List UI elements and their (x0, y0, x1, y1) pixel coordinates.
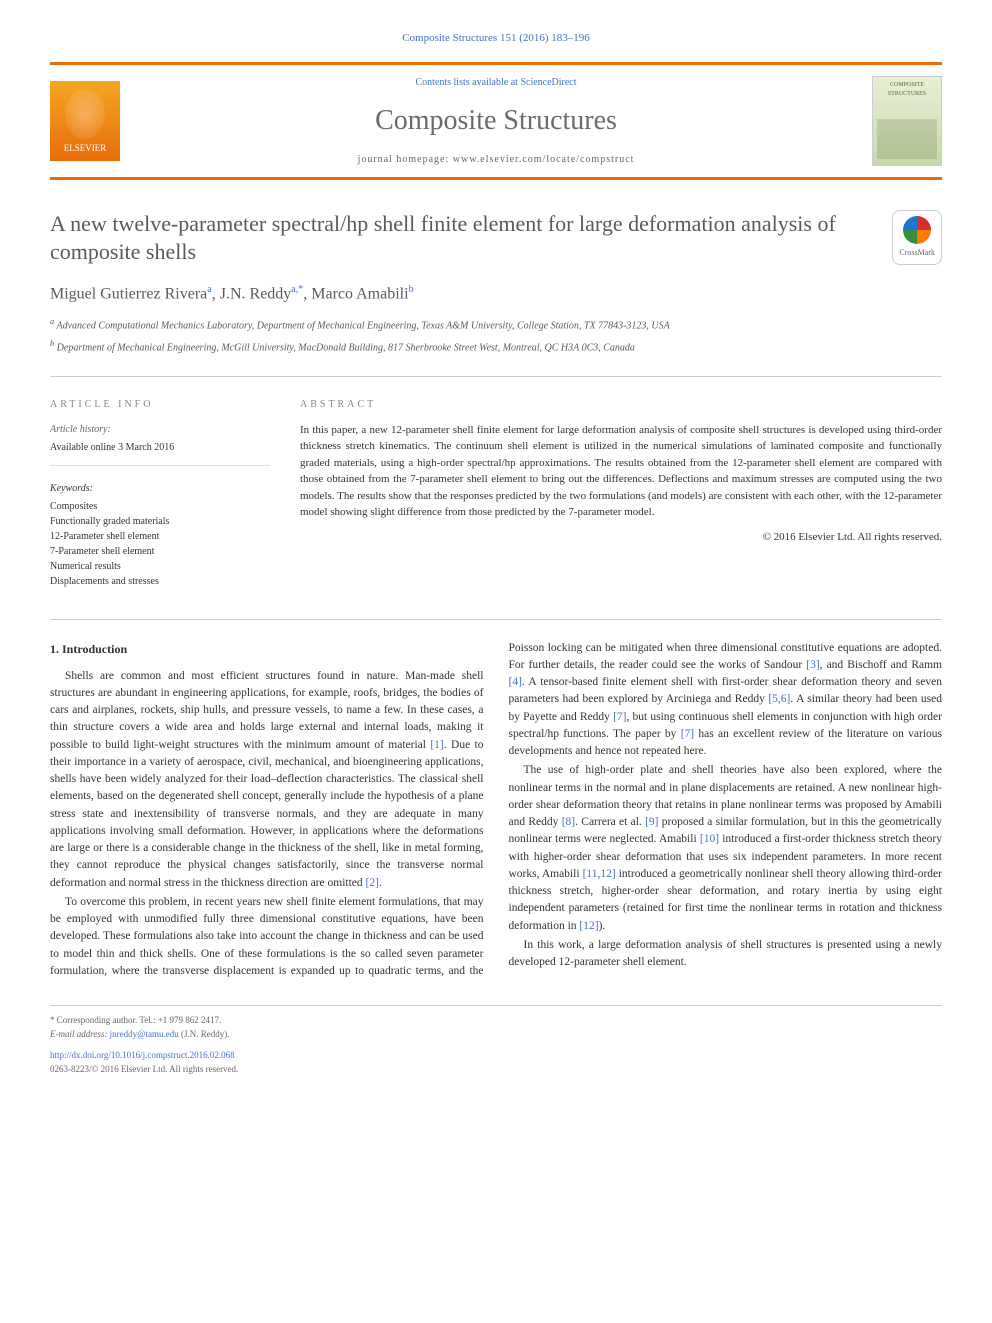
info-abstract-row: ARTICLE INFO Article history: Available … (50, 397, 942, 589)
keywords-label: Keywords: (50, 481, 270, 496)
journal-title: Composite Structures (120, 100, 872, 142)
title-row: A new twelve-parameter spectral/hp shell… (50, 210, 942, 282)
keyword: Functionally graded materials (50, 514, 270, 529)
citation[interactable]: [8] (562, 816, 575, 828)
elsevier-logo: ELSEVIER (50, 81, 120, 161)
sd-label: Contents lists available at (415, 77, 517, 88)
author-3: Marco Amabili (311, 285, 408, 302)
article-info: ARTICLE INFO Article history: Available … (50, 397, 270, 589)
footer: * Corresponding author. Tel.: +1 979 862… (50, 1005, 942, 1076)
doi-link[interactable]: http://dx.doi.org/10.1016/j.compstruct.2… (50, 1050, 235, 1060)
keyword: Numerical results (50, 559, 270, 574)
keyword: Composites (50, 499, 270, 514)
email-link[interactable]: jnreddy@tamu.edu (110, 1029, 179, 1039)
paragraph: Shells are common and most efficient str… (50, 668, 484, 892)
sd-link[interactable]: ScienceDirect (520, 77, 576, 88)
history-label: Article history: (50, 422, 270, 437)
journal-header: ELSEVIER Contents lists available at Sci… (50, 62, 942, 180)
journal-reference: Composite Structures 151 (2016) 183–196 (50, 30, 942, 47)
citation[interactable]: [9] (645, 816, 658, 828)
citation[interactable]: [3] (806, 659, 819, 671)
article-body: 1. Introduction Shells are common and mo… (50, 640, 942, 981)
affiliation-b: b Department of Mechanical Engineering, … (50, 338, 942, 355)
keyword: Displacements and stresses (50, 574, 270, 589)
journal-info: Contents lists available at ScienceDirec… (120, 75, 872, 167)
divider (50, 619, 942, 620)
article-title: A new twelve-parameter spectral/hp shell… (50, 210, 892, 267)
author-2-affil: a,* (291, 284, 303, 295)
citation[interactable]: [2] (366, 877, 379, 889)
issn-line: 0263-8223/© 2016 Elsevier Ltd. All right… (50, 1063, 942, 1077)
author-2: J.N. Reddy (220, 285, 292, 302)
author-1: Miguel Gutierrez Rivera (50, 285, 207, 302)
elsevier-label: ELSEVIER (64, 142, 107, 156)
author-1-affil: a (207, 284, 211, 295)
email-line: E-mail address: jnreddy@tamu.edu (J.N. R… (50, 1028, 942, 1042)
crossmark-label: CrossMark (899, 247, 935, 259)
keyword: 12-Parameter shell element (50, 529, 270, 544)
author-3-affil: b (409, 284, 414, 295)
divider (50, 376, 942, 377)
journal-cover-thumbnail: COMPOSITE STRUCTURES (872, 76, 942, 166)
section-heading: 1. Introduction (50, 640, 484, 658)
citation[interactable]: [7] (681, 728, 694, 740)
citation[interactable]: [11,12] (583, 868, 616, 880)
history-line: Available online 3 March 2016 (50, 440, 270, 455)
keyword: 7-Parameter shell element (50, 544, 270, 559)
authors: Miguel Gutierrez Riveraa, J.N. Reddya,*,… (50, 282, 942, 306)
crossmark-badge[interactable]: CrossMark (892, 210, 942, 265)
abstract-label: ABSTRACT (300, 397, 942, 412)
citation[interactable]: [12] (579, 920, 598, 932)
crossmark-icon (903, 216, 931, 244)
affiliation-a: a Advanced Computational Mechanics Labor… (50, 316, 942, 333)
abstract: ABSTRACT In this paper, a new 12-paramet… (300, 397, 942, 589)
citation[interactable]: [4] (509, 676, 522, 688)
abstract-text: In this paper, a new 12-parameter shell … (300, 422, 942, 521)
citation[interactable]: [7] (613, 711, 626, 723)
paragraph: The use of high-order plate and shell th… (509, 762, 943, 935)
cover-label: COMPOSITE STRUCTURES (877, 81, 937, 99)
citation[interactable]: [5,6] (768, 693, 790, 705)
citation[interactable]: [1] (430, 739, 443, 751)
article-info-label: ARTICLE INFO (50, 397, 270, 412)
citation[interactable]: [10] (700, 833, 719, 845)
sciencedirect-line: Contents lists available at ScienceDirec… (120, 75, 872, 90)
corresponding-author: * Corresponding author. Tel.: +1 979 862… (50, 1014, 942, 1028)
abstract-copyright: © 2016 Elsevier Ltd. All rights reserved… (300, 529, 942, 546)
paragraph: In this work, a large deformation analys… (509, 937, 943, 972)
journal-homepage: journal homepage: www.elsevier.com/locat… (120, 152, 872, 167)
